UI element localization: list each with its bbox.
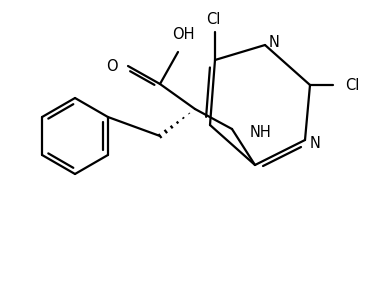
Text: OH: OH (172, 26, 194, 41)
Text: Cl: Cl (206, 11, 220, 26)
Text: N: N (310, 135, 321, 151)
Text: N: N (268, 34, 279, 49)
Text: NH: NH (250, 124, 272, 139)
Text: O: O (106, 59, 118, 74)
Text: Cl: Cl (345, 78, 359, 93)
